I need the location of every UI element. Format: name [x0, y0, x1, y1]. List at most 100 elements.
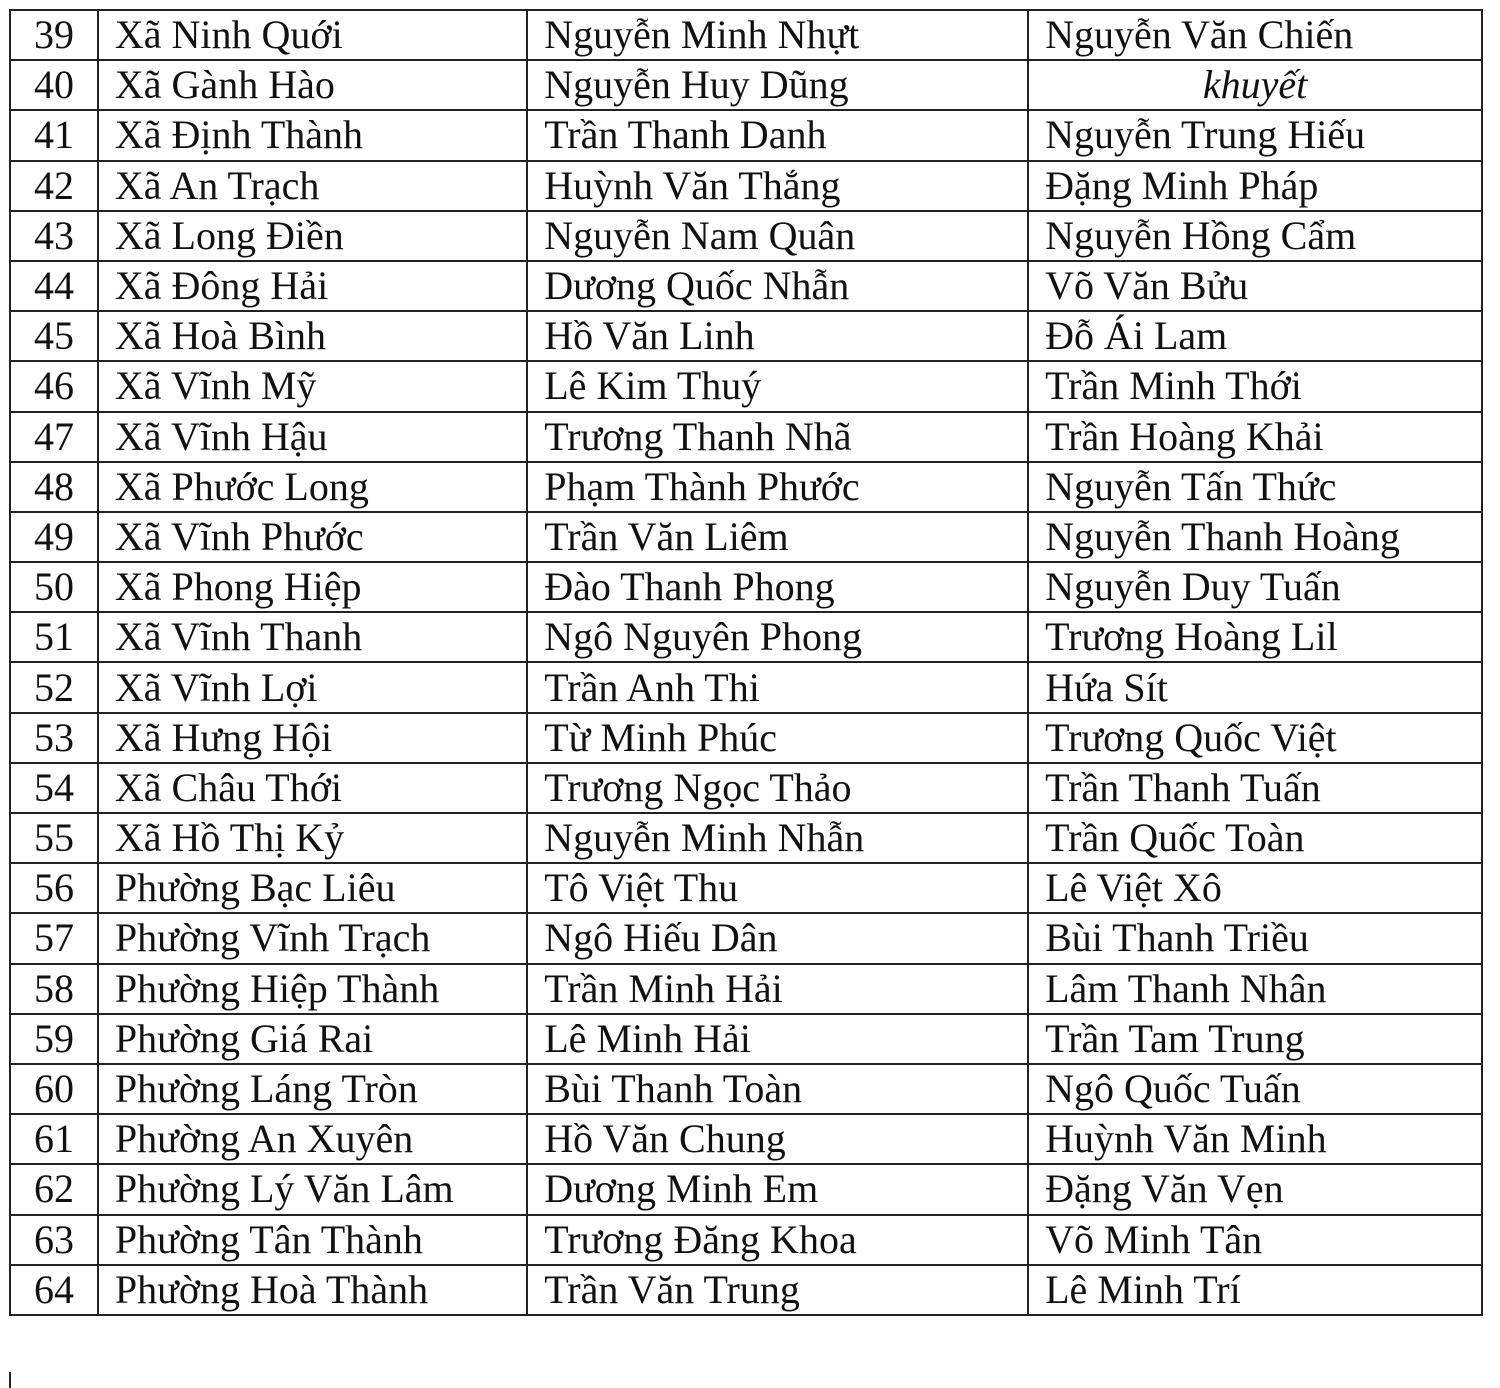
- chair-name: Đặng Văn Vẹn: [1027, 1163, 1483, 1216]
- secretary-name: Trần Anh Thi: [526, 661, 1030, 714]
- table-row: 52 Xã Vĩnh Lợi Trần Anh Thi Hứa Sít: [9, 661, 1483, 714]
- table-row: 51 Xã Vĩnh Thanh Ngô Nguyên Phong Trương Ho…: [9, 611, 1483, 664]
- secretary-name: Trương Đăng Khoa: [526, 1213, 1030, 1266]
- chair-name: Ngô Quốc Tuấn: [1027, 1062, 1483, 1116]
- commune-name: Xã Vĩnh Mỹ: [96, 360, 529, 413]
- table-row: 41 Xã Định Thành Trần Thanh Danh Nguyễn Tru…: [9, 109, 1483, 162]
- chair-name: Lê Việt Xô: [1027, 862, 1483, 915]
- secretary-name: Dương Quốc Nhẫn: [526, 259, 1030, 313]
- table-row: 44 Xã Đông Hải Dương Quốc Nhẫn Võ Văn Bửu: [9, 259, 1483, 313]
- table-row: 57 Phường Vĩnh Trạch Ngô Hiếu Dân Bùi Thanh…: [9, 912, 1483, 965]
- table-row: 47 Xã Vĩnh Hậu Trương Thanh Nhã Trần Hoàng …: [9, 410, 1483, 463]
- commune-name: Xã Châu Thới: [96, 761, 529, 815]
- chair-name: Nguyễn Duy Tuấn: [1027, 561, 1483, 614]
- table-row: 59 Phường Giá Rai Lê Minh Hải Trần Tam Trun…: [9, 1012, 1483, 1065]
- chair-name: Trần Tam Trung: [1027, 1012, 1483, 1065]
- commune-name: Phường Hiệp Thành: [96, 962, 529, 1015]
- commune-name: Xã Hồ Thị Kỷ: [96, 811, 529, 865]
- chair-name: Nguyễn Hồng Cẩm: [1027, 209, 1483, 262]
- secretary-name: Hồ Văn Linh: [526, 310, 1030, 363]
- secretary-name: Lê Kim Thuý: [526, 360, 1030, 413]
- secretary-name: Trương Ngọc Thảo: [526, 761, 1030, 815]
- table-row: 64 Phường Hoà Thành Trần Văn Trung Lê Minh …: [9, 1263, 1483, 1316]
- chair-name: Bùi Thanh Triều: [1027, 912, 1483, 965]
- row-number: 45: [9, 310, 99, 363]
- secretary-name: Nguyễn Minh Nhẫn: [526, 811, 1030, 865]
- table-row: 53 Xã Hưng Hội Từ Minh Phúc Trương Quốc Việ…: [9, 711, 1483, 764]
- commune-name: Phường An Xuyên: [96, 1113, 529, 1166]
- row-number: 43: [9, 209, 99, 262]
- row-number: 47: [9, 410, 99, 463]
- table-row: 50 Xã Phong Hiệp Đào Thanh Phong Nguyễn Duy…: [9, 561, 1483, 614]
- secretary-name: Nguyễn Nam Quân: [526, 209, 1030, 262]
- table-row: 45 Xã Hoà Bình Hồ Văn Linh Đỗ Ái Lam: [9, 310, 1483, 363]
- table-row: 43 Xã Long Điền Nguyễn Nam Quân Nguyễn Hồng…: [9, 209, 1483, 262]
- secretary-name: Ngô Nguyên Phong: [526, 611, 1030, 664]
- secretary-name: Lê Minh Hải: [526, 1012, 1030, 1065]
- row-number: 51: [9, 611, 99, 664]
- chair-name: Lê Minh Trí: [1027, 1263, 1483, 1316]
- officials-table: 39 Xã Ninh Quới Nguyễn Minh Nhựt Nguyễn Văn…: [9, 8, 1483, 1316]
- secretary-name: Trần Minh Hải: [526, 962, 1030, 1015]
- row-number: 62: [9, 1163, 99, 1216]
- secretary-name: Từ Minh Phúc: [526, 711, 1030, 764]
- commune-name: Xã Vĩnh Thanh: [96, 611, 529, 664]
- chair-name: Trương Hoàng Lil: [1027, 611, 1483, 664]
- row-number: 49: [9, 510, 99, 564]
- row-number: 60: [9, 1062, 99, 1116]
- commune-name: Xã Long Điền: [96, 209, 529, 262]
- row-number: 64: [9, 1263, 99, 1316]
- row-number: 41: [9, 109, 99, 162]
- row-number: 58: [9, 962, 99, 1015]
- chair-name: khuyết: [1027, 59, 1483, 112]
- chair-name: Hứa Sít: [1027, 661, 1483, 714]
- chair-name: Đỗ Ái Lam: [1027, 310, 1483, 363]
- commune-name: Phường Hoà Thành: [96, 1263, 529, 1316]
- chair-name: Nguyễn Văn Chiến: [1027, 8, 1483, 62]
- chair-name: Nguyễn Thanh Hoàng: [1027, 510, 1483, 564]
- chair-name: Nguyễn Tấn Thức: [1027, 460, 1483, 513]
- chair-name: Trần Minh Thới: [1027, 360, 1483, 413]
- secretary-name: Nguyễn Huy Dũng: [526, 59, 1030, 112]
- table-row: 55 Xã Hồ Thị Kỷ Nguyễn Minh Nhẫn Trần Quốc …: [9, 811, 1483, 865]
- secretary-name: Phạm Thành Phước: [526, 460, 1030, 513]
- row-number: 50: [9, 561, 99, 614]
- commune-name: Xã Hưng Hội: [96, 711, 529, 764]
- chair-name: Trương Quốc Việt: [1027, 711, 1483, 764]
- secretary-name: Đào Thanh Phong: [526, 561, 1030, 614]
- commune-name: Xã Định Thành: [96, 109, 529, 162]
- commune-name: Xã Vĩnh Hậu: [96, 410, 529, 463]
- commune-name: Phường Giá Rai: [96, 1012, 529, 1065]
- commune-name: Xã Vĩnh Lợi: [96, 661, 529, 714]
- table-row: 46 Xã Vĩnh Mỹ Lê Kim Thuý Trần Minh Thới: [9, 360, 1483, 413]
- secretary-name: Ngô Hiếu Dân: [526, 912, 1030, 965]
- row-number: 46: [9, 360, 99, 413]
- commune-name: Xã Vĩnh Phước: [96, 510, 529, 564]
- chair-name: Lâm Thanh Nhân: [1027, 962, 1483, 1015]
- table-row: 60 Phường Láng Tròn Bùi Thanh Toàn Ngô Quốc…: [9, 1062, 1483, 1116]
- table-row: 54 Xã Châu Thới Trương Ngọc Thảo Trần Thanh…: [9, 761, 1483, 815]
- secretary-name: Nguyễn Minh Nhựt: [526, 8, 1030, 62]
- chair-name: Trần Thanh Tuấn: [1027, 761, 1483, 815]
- table-row: 56 Phường Bạc Liêu Tô Việt Thu Lê Việt Xô: [9, 862, 1483, 915]
- secretary-name: Dương Minh Em: [526, 1163, 1030, 1216]
- chair-name: Võ Văn Bửu: [1027, 259, 1483, 313]
- secretary-name: Trần Thanh Danh: [526, 109, 1030, 162]
- commune-name: Xã Gành Hào: [96, 59, 529, 112]
- commune-name: Phường Tân Thành: [96, 1213, 529, 1266]
- commune-name: Phường Bạc Liêu: [96, 862, 529, 915]
- row-number: 59: [9, 1012, 99, 1065]
- chair-name: Võ Minh Tân: [1027, 1213, 1483, 1266]
- commune-name: Xã Ninh Quới: [96, 8, 529, 62]
- table-row: 61 Phường An Xuyên Hồ Văn Chung Huỳnh Văn M…: [9, 1113, 1483, 1166]
- chair-name: Trần Quốc Toàn: [1027, 811, 1483, 865]
- row-number: 61: [9, 1113, 99, 1166]
- secretary-name: Trần Văn Liêm: [526, 510, 1030, 564]
- table-row: 39 Xã Ninh Quới Nguyễn Minh Nhựt Nguyễn Văn…: [9, 8, 1483, 62]
- row-number: 63: [9, 1213, 99, 1266]
- commune-name: Phường Vĩnh Trạch: [96, 912, 529, 965]
- secretary-name: Bùi Thanh Toàn: [526, 1062, 1030, 1116]
- commune-name: Xã Phong Hiệp: [96, 561, 529, 614]
- chair-name: Trần Hoàng Khải: [1027, 410, 1483, 463]
